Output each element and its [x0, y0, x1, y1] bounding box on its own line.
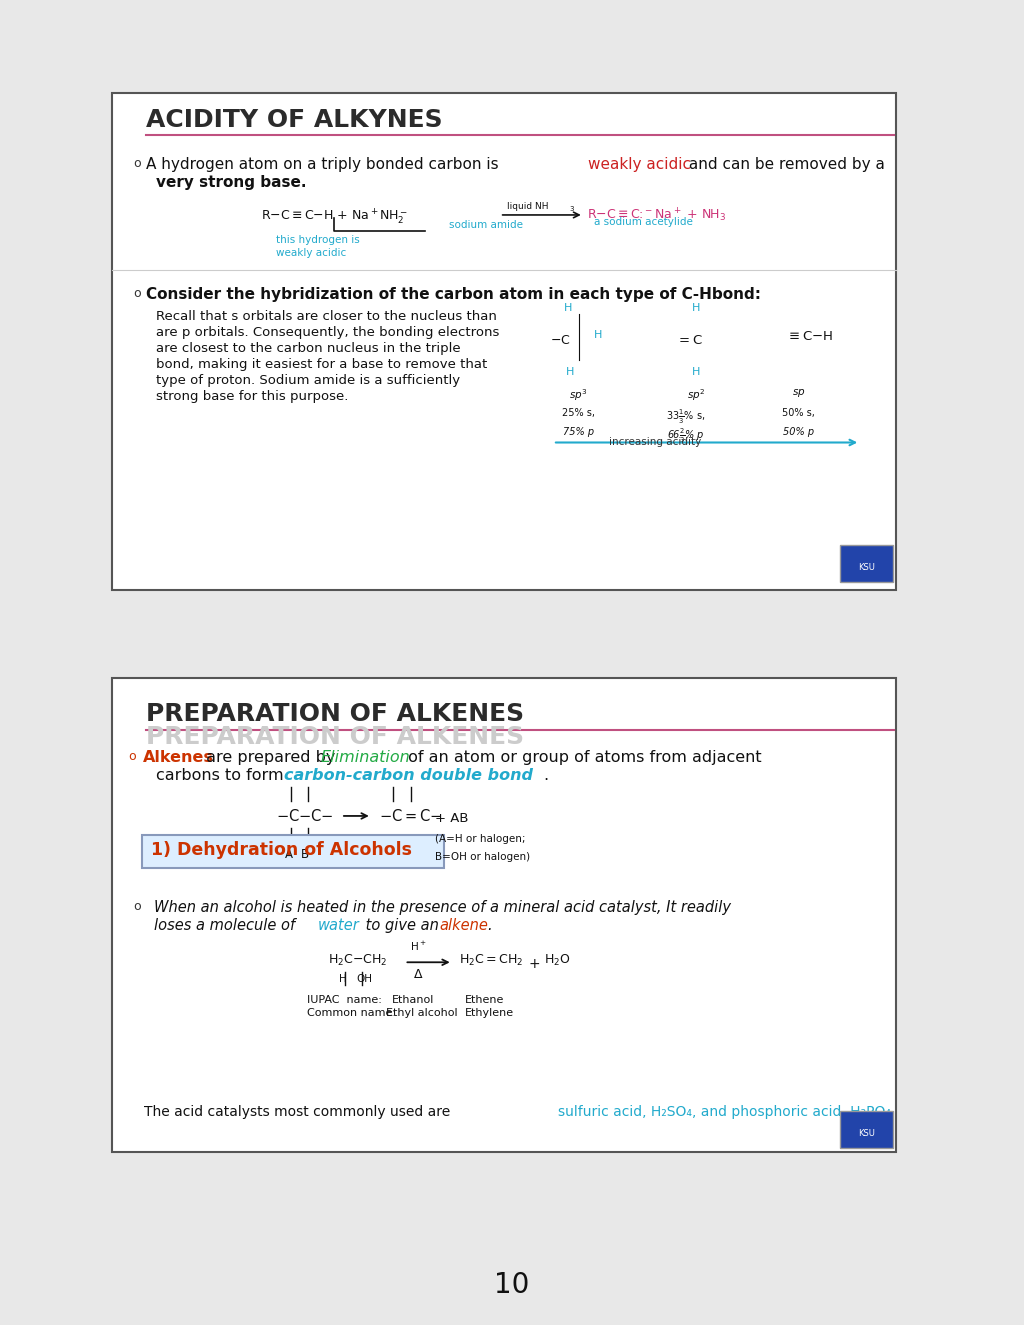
Text: Ethylene: Ethylene	[465, 1008, 514, 1018]
Text: Alkenes: Alkenes	[143, 750, 214, 765]
Text: $-$C$-$C$-$: $-$C$-$C$-$	[276, 808, 334, 824]
Text: H$_2$O: H$_2$O	[544, 953, 570, 969]
Text: H$^+$: H$^+$	[410, 939, 426, 953]
Text: o: o	[133, 288, 140, 299]
Text: + AB: + AB	[435, 812, 469, 825]
Text: 25% s,: 25% s,	[562, 408, 595, 419]
Text: $+$: $+$	[528, 957, 541, 971]
Text: Common name:: Common name:	[307, 1008, 396, 1018]
Text: o: o	[133, 900, 140, 913]
Text: carbons to form: carbons to form	[156, 768, 289, 783]
Text: this hydrogen is: this hydrogen is	[276, 235, 360, 245]
Text: $\equiv$C$-$H: $\equiv$C$-$H	[786, 330, 834, 343]
Text: 10: 10	[495, 1271, 529, 1300]
Text: are prepared by: are prepared by	[201, 750, 340, 765]
Text: Ethene: Ethene	[465, 995, 504, 1004]
Bar	[840, 545, 893, 582]
Text: H: H	[339, 974, 347, 984]
Text: 3: 3	[569, 205, 573, 212]
Text: $-$C: $-$C	[550, 334, 570, 347]
Text: R$-$C$\equiv$C$-$H + Na$^+$NH$_2^-$: R$-$C$\equiv$C$-$H + Na$^+$NH$_2^-$	[261, 207, 408, 225]
Text: 50% p: 50% p	[783, 427, 814, 437]
Text: B=OH or halogen): B=OH or halogen)	[435, 852, 530, 861]
Text: Elimination: Elimination	[321, 750, 411, 765]
Text: water: water	[317, 918, 359, 933]
Text: H: H	[566, 367, 574, 378]
Text: very strong base.: very strong base.	[156, 175, 306, 189]
Bar	[112, 93, 896, 590]
Text: (A=H or halogen;: (A=H or halogen;	[435, 835, 525, 844]
Text: weakly acidic: weakly acidic	[276, 248, 347, 258]
Text: H: H	[594, 330, 602, 341]
Text: a sodium acetylide: a sodium acetylide	[594, 217, 693, 227]
Text: strong base for this purpose.: strong base for this purpose.	[156, 390, 348, 403]
Text: H: H	[564, 303, 572, 314]
Text: to give an: to give an	[361, 918, 444, 933]
Text: 75% p: 75% p	[563, 427, 594, 437]
Text: H: H	[692, 303, 700, 314]
Text: OH: OH	[356, 974, 373, 984]
Text: Recall that s orbitals are closer to the nucleus than: Recall that s orbitals are closer to the…	[156, 310, 497, 323]
Text: H$_2$C$-$CH$_2$: H$_2$C$-$CH$_2$	[328, 953, 387, 969]
Text: PREPARATION OF ALKENES: PREPARATION OF ALKENES	[146, 725, 524, 749]
Text: weakly acidic: weakly acidic	[588, 156, 691, 172]
Text: alkene: alkene	[439, 918, 488, 933]
Text: 50% s,: 50% s,	[782, 408, 815, 419]
Text: Ethanol: Ethanol	[392, 995, 434, 1004]
Text: IUPAC  name:: IUPAC name:	[307, 995, 382, 1004]
Text: H: H	[692, 367, 700, 378]
Text: liquid NH: liquid NH	[507, 201, 549, 211]
Text: H$_2$C$=$CH$_2$: H$_2$C$=$CH$_2$	[459, 953, 523, 969]
Text: $sp$: $sp$	[792, 387, 806, 399]
Text: A hydrogen atom on a triply bonded carbon is: A hydrogen atom on a triply bonded carbo…	[146, 156, 504, 172]
Text: ACIDITY OF ALKYNES: ACIDITY OF ALKYNES	[146, 109, 443, 132]
Text: loses a molecule of: loses a molecule of	[154, 918, 299, 933]
Text: sodium amide: sodium amide	[449, 220, 522, 231]
Text: KSU: KSU	[858, 563, 874, 571]
Text: are closest to the carbon nucleus in the triple: are closest to the carbon nucleus in the…	[156, 342, 460, 355]
Text: $=$C: $=$C	[676, 334, 702, 347]
Text: 33$\frac{1}{3}$% s,: 33$\frac{1}{3}$% s,	[667, 408, 706, 427]
Text: increasing acidity: increasing acidity	[609, 437, 701, 448]
Text: sulfuric acid, H₂SO₄, and phosphoric acid, H₃PO₄.: sulfuric acid, H₂SO₄, and phosphoric aci…	[558, 1105, 895, 1120]
Text: 66$\frac{2}{3}$% p: 66$\frac{2}{3}$% p	[668, 427, 705, 445]
Text: $sp^2$: $sp^2$	[687, 387, 706, 403]
Text: o: o	[133, 156, 140, 170]
Text: bond, making it easiest for a base to remove that: bond, making it easiest for a base to re…	[156, 358, 486, 371]
Text: $\Delta$: $\Delta$	[413, 969, 423, 980]
Text: B: B	[301, 848, 309, 861]
Text: $sp^3$: $sp^3$	[569, 387, 588, 403]
Text: $-$C$=$C$-$: $-$C$=$C$-$	[379, 808, 442, 824]
Text: KSU: KSU	[858, 1129, 874, 1137]
Text: Ethyl alcohol: Ethyl alcohol	[386, 1008, 458, 1018]
Text: of an atom or group of atoms from adjacent: of an atom or group of atoms from adjace…	[403, 750, 762, 765]
Text: R$-$C$\equiv$C:$^-$Na$^+$ + NH$_3$: R$-$C$\equiv$C:$^-$Na$^+$ + NH$_3$	[587, 207, 726, 224]
Text: and can be removed by a: and can be removed by a	[684, 156, 885, 172]
Bar	[840, 1110, 893, 1147]
Text: PREPARATION OF ALKENES: PREPARATION OF ALKENES	[146, 702, 524, 726]
Text: 1) Dehydration of Alcohols: 1) Dehydration of Alcohols	[151, 841, 412, 859]
Text: carbon-carbon double bond: carbon-carbon double bond	[284, 768, 532, 783]
Text: When an alcohol is heated in the presence of a mineral acid catalyst, It readily: When an alcohol is heated in the presenc…	[154, 900, 730, 916]
Text: A: A	[285, 848, 293, 861]
Text: .: .	[544, 768, 549, 783]
Text: The acid catalysts most commonly used are: The acid catalysts most commonly used ar…	[144, 1105, 455, 1120]
Text: Consider the hybridization of the carbon atom in each type of C‑Hbond:: Consider the hybridization of the carbon…	[146, 288, 762, 302]
Text: type of proton. Sodium amide is a sufficiently: type of proton. Sodium amide is a suffic…	[156, 374, 460, 387]
Text: o: o	[128, 750, 135, 763]
Text: .: .	[487, 918, 493, 933]
Bar	[112, 678, 896, 1151]
Bar	[142, 835, 444, 868]
Text: are p orbitals. Consequently, the bonding electrons: are p orbitals. Consequently, the bondin…	[156, 326, 499, 339]
